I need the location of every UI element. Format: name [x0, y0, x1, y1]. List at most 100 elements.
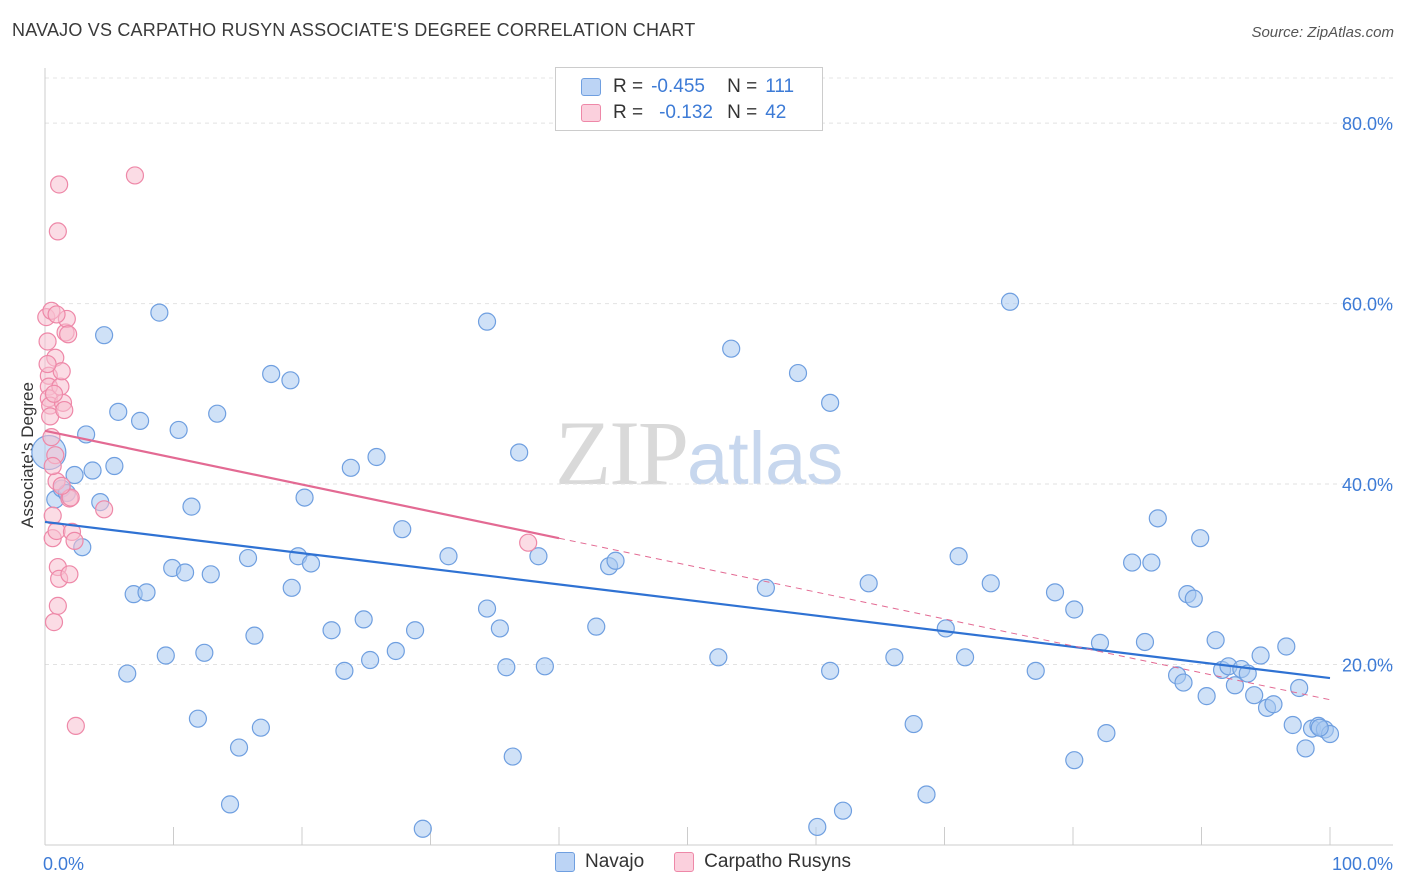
navajo-swatch: [555, 852, 576, 872]
carpatho-swatch: [674, 852, 695, 872]
source-label: Source: ZipAtlas.com: [1251, 24, 1394, 41]
navajo-point: [1045, 583, 1065, 602]
y-tick-label: 80.0%: [1342, 114, 1393, 134]
n-label: N =: [727, 76, 758, 97]
x-tick-label: 0.0%: [43, 854, 84, 874]
navajo-point: [709, 648, 728, 667]
navajo-point: [885, 648, 904, 667]
navajo-point: [587, 617, 606, 636]
series-legend: Navajo Carpatho Rusyns: [0, 851, 1406, 873]
navajo-point: [1000, 292, 1020, 311]
y-tick-label: 60.0%: [1342, 295, 1393, 315]
navajo-point: [150, 303, 169, 322]
navajo-trend-line: [44, 520, 1331, 680]
navajo-point: [1065, 751, 1084, 770]
y-tick-label: 20.0%: [1342, 656, 1393, 676]
navajo-point: [105, 456, 124, 476]
navajo-point: [195, 643, 214, 662]
y-tick-label: 40.0%: [1342, 475, 1393, 495]
navajo-point: [413, 819, 432, 838]
navajo-point: [722, 339, 741, 358]
navajo-point: [1026, 661, 1045, 680]
navajo-point: [1296, 739, 1315, 758]
carpatho-rusyns-point: [47, 305, 66, 324]
navajo-point: [439, 547, 458, 566]
navajo-point: [1310, 718, 1329, 737]
carpatho-rusyns-point: [125, 166, 145, 185]
navajo-point: [904, 714, 923, 734]
carpatho-rusyns-point: [95, 500, 114, 519]
legend-item-navajo[interactable]: Navajo: [555, 851, 644, 873]
navajo-point: [821, 393, 840, 412]
navajo-point: [606, 551, 625, 570]
legend-label-carpatho-rusyns: Carpatho Rusyns: [704, 851, 851, 872]
watermark-atlas: atlas: [687, 417, 844, 500]
correlation-legend: R = -0.455 N = 111 R = -0.132 N = 42: [555, 67, 823, 131]
navajo-point: [949, 547, 968, 566]
navajo-point: [833, 801, 853, 820]
navajo-point: [262, 364, 281, 384]
navajo-point: [188, 709, 208, 728]
navajo-point: [503, 747, 522, 766]
navajo-point: [367, 447, 386, 467]
navajo-point: [405, 621, 425, 640]
navajo-point: [341, 458, 360, 477]
navajo-point: [535, 657, 554, 676]
legend-item-carpatho-rusyns[interactable]: Carpatho Rusyns: [674, 851, 851, 873]
r-label: R =: [613, 102, 644, 123]
carpatho-rusyns-point: [52, 476, 71, 495]
navajo-point: [510, 443, 529, 462]
navajo-swatch: [581, 78, 601, 96]
navajo-point: [301, 554, 321, 573]
navajo-point: [859, 574, 878, 593]
navajo-point: [251, 718, 270, 737]
carpatho-rusyns-point: [59, 325, 78, 344]
carpatho-rusyns-point: [44, 613, 64, 632]
navajo-point: [1290, 678, 1309, 698]
navajo-point: [393, 520, 412, 539]
carpatho-swatch: [581, 104, 601, 122]
carpatho-rusyns-point: [519, 533, 538, 552]
navajo-point: [130, 411, 150, 430]
navajo-point: [1251, 646, 1270, 665]
navajo-point: [1142, 553, 1161, 572]
navajo-point: [335, 661, 354, 680]
navajo-point: [788, 363, 808, 383]
navajo-point: [1206, 631, 1225, 650]
navajo-point: [1245, 686, 1264, 705]
navajo-point: [477, 312, 497, 331]
navajo-point: [238, 548, 258, 568]
carpatho-rusyns-point: [55, 400, 74, 420]
navajo-point: [386, 641, 405, 661]
navajo-point: [182, 497, 201, 516]
r-value: -0.132: [659, 102, 713, 123]
navajo-point: [1123, 553, 1142, 572]
navajo-point: [220, 795, 240, 814]
navajo-point: [83, 461, 102, 480]
zipatlas-watermark: ZIPatlas: [555, 400, 843, 506]
carpatho-rusyns-point: [65, 531, 84, 551]
navajo-point: [1174, 673, 1193, 692]
chart-title: NAVAJO VS CARPATHO RUSYN ASSOCIATE'S DEG…: [12, 20, 696, 40]
navajo-point: [118, 664, 137, 683]
carpatho-rusyns-point: [43, 456, 62, 476]
navajo-point: [201, 565, 220, 584]
navajo-point: [109, 402, 128, 421]
navajo-point: [361, 650, 380, 670]
carpatho-rusyns-point: [44, 384, 64, 403]
legend-label-navajo: Navajo: [585, 851, 645, 872]
navajo-point: [529, 547, 548, 566]
navajo-point: [497, 658, 516, 677]
navajo-point: [281, 371, 300, 390]
navajo-point: [955, 648, 975, 667]
navajo-point: [490, 619, 509, 638]
navajo-point: [808, 817, 827, 837]
navajo-point: [1184, 589, 1203, 608]
navajo-point: [169, 420, 188, 440]
carpatho-rusyns-point: [48, 222, 67, 241]
carpatho-rusyns-trend-line: [44, 429, 560, 540]
navajo-point: [322, 621, 341, 640]
navajo-point: [354, 610, 373, 629]
r-value: -0.455: [651, 76, 705, 97]
